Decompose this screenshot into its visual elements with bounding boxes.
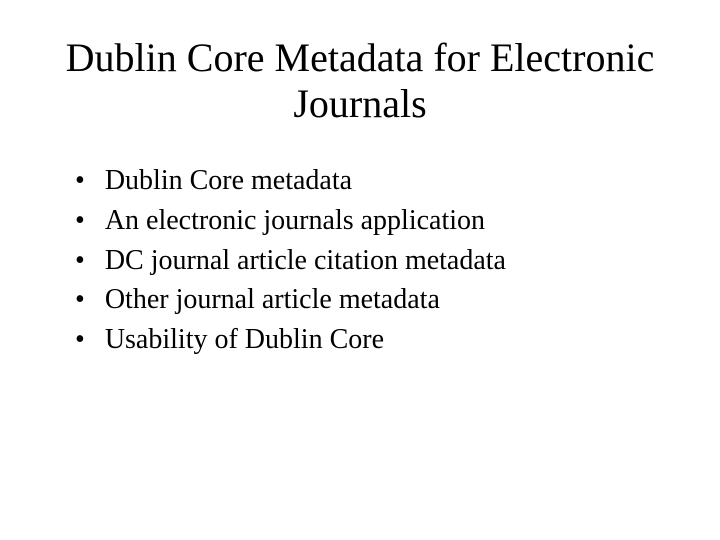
- list-item: • Other journal article metadata: [75, 281, 660, 319]
- bullet-icon: •: [75, 242, 85, 280]
- slide-container: Dublin Core Metadata for Electronic Jour…: [0, 0, 720, 540]
- bullet-text: Other journal article metadata: [105, 281, 660, 319]
- slide-title: Dublin Core Metadata for Electronic Jour…: [60, 35, 660, 127]
- list-item: • DC journal article citation metadata: [75, 242, 660, 280]
- bullet-icon: •: [75, 321, 85, 359]
- bullet-icon: •: [75, 162, 85, 200]
- bullet-text: DC journal article citation metadata: [105, 242, 660, 280]
- list-item: • Dublin Core metadata: [75, 162, 660, 200]
- bullet-list: • Dublin Core metadata • An electronic j…: [60, 162, 660, 359]
- list-item: • Usability of Dublin Core: [75, 321, 660, 359]
- bullet-icon: •: [75, 281, 85, 319]
- bullet-icon: •: [75, 202, 85, 240]
- bullet-text: An electronic journals application: [105, 202, 660, 240]
- bullet-text: Usability of Dublin Core: [105, 321, 660, 359]
- bullet-text: Dublin Core metadata: [105, 162, 660, 200]
- list-item: • An electronic journals application: [75, 202, 660, 240]
